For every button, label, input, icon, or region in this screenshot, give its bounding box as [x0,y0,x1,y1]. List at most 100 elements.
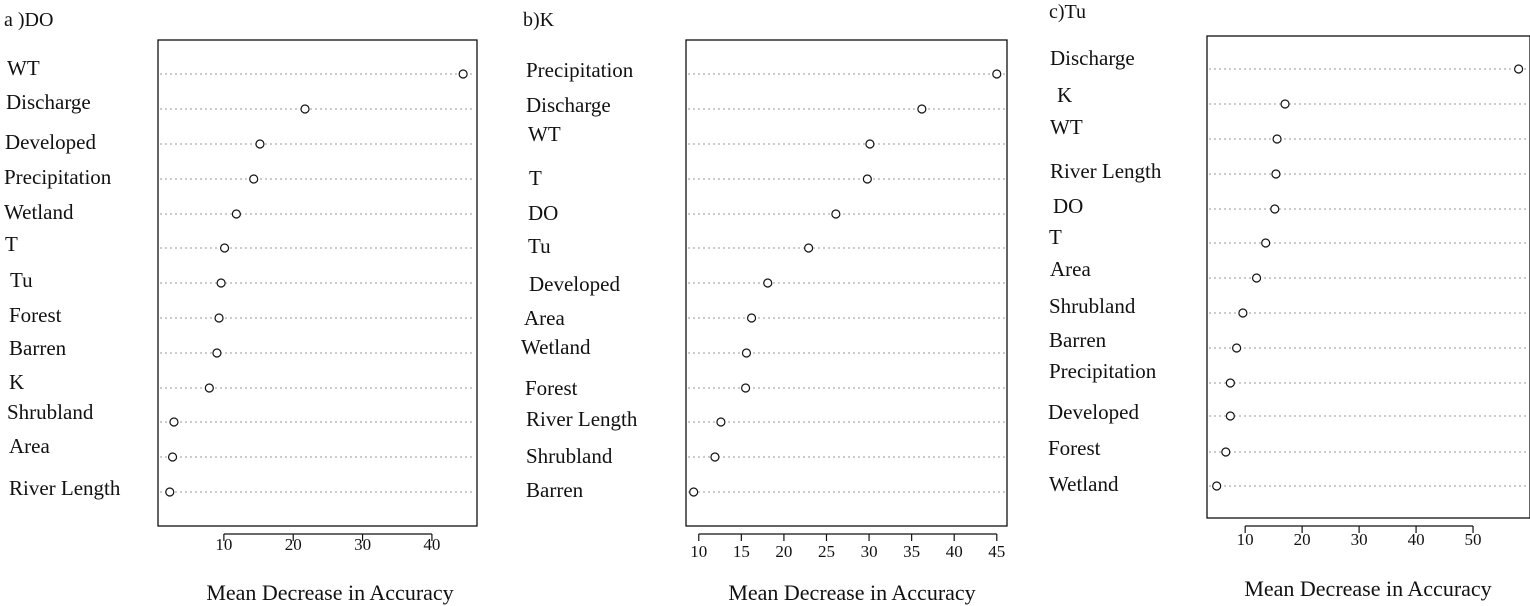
panel-a-do: a )DO WT Discharge Developed Precipitation We… [4,9,478,605]
category-label: Discharge [526,93,611,117]
x-tick-label: 40 [946,542,963,561]
data-point [1225,378,1235,388]
category-label: Area [1050,257,1091,281]
x-tick-label: 50 [1465,530,1482,549]
data-point [763,278,773,288]
category-label: Precipitation [1049,359,1157,383]
data-point [1221,447,1231,457]
category-label: Shrubland [1049,294,1136,318]
data-point [992,69,1002,79]
x-tick-label: 30 [861,542,878,561]
plot-frame [1206,35,1530,519]
data-point [255,139,265,149]
data-point [804,243,814,253]
data-point [169,417,179,427]
category-label: Developed [529,272,620,296]
data-point [917,104,927,114]
category-label: Forest [1048,436,1101,460]
x-tick-label: 20 [775,542,792,561]
data-point [167,452,178,462]
data-point [212,348,222,358]
category-label: Developed [5,130,96,154]
x-tick-label: 10 [690,542,707,561]
category-label: Shrubland [7,400,94,424]
data-point [716,417,726,427]
category-label: Developed [1048,400,1139,424]
x-tick-label: 35 [903,542,920,561]
x-tick-label: 20 [285,535,302,554]
data-point [1270,204,1280,214]
category-label: T [1049,225,1062,249]
x-axis-title: Mean Decrease in Accuracy [728,580,975,605]
data-point [231,209,241,219]
x-tick-label: 10 [215,535,232,554]
x-tick-label: 10 [1237,530,1254,549]
data-point [219,243,230,253]
category-label: T [5,232,18,256]
category-label: K [9,370,24,394]
data-point [710,452,720,462]
category-label: Discharge [6,90,91,114]
category-label: Precipitation [4,165,112,189]
data-point [165,487,175,497]
category-label: Tu [10,268,33,292]
data-point [1271,169,1281,179]
category-label: Wetland [4,200,74,224]
category-label: WT [7,56,40,80]
category-label: Discharge [1050,46,1135,70]
x-tick-label: 30 [354,535,371,554]
x-tick-label: 25 [818,542,835,561]
category-label: WT [528,122,561,146]
category-label: WT [1050,115,1083,139]
category-label: Area [9,434,50,458]
x-axis-title: Mean Decrease in Accuracy [1244,576,1491,601]
data-point [741,348,752,358]
category-label: River Length [1050,159,1162,183]
data-point [1251,273,1262,283]
panel-title: b)K [523,9,555,31]
x-tick-label: 30 [1351,530,1368,549]
data-point [1272,134,1282,144]
data-point [689,487,699,497]
data-point [746,313,757,323]
data-point [300,104,310,114]
data-point [1238,308,1248,318]
data-point [741,383,751,393]
data-point [865,139,875,149]
data-point [249,174,259,184]
category-label: Barren [9,336,67,360]
category-label: K [1057,83,1072,107]
data-point [1232,343,1242,353]
x-tick-label: 15 [733,542,750,561]
category-label: DO [1053,194,1083,218]
category-label: River Length [9,476,121,500]
category-label: Shrubland [526,444,613,468]
category-label: Forest [9,303,62,327]
category-label: River Length [526,407,638,431]
x-tick-label: 20 [1294,530,1311,549]
x-tick-label: 45 [988,542,1005,561]
x-axis-title: Mean Decrease in Accuracy [206,580,453,605]
panel-c-tu: c)Tu Discharge K WT River Length DO T Area Shrub… [1048,1,1530,601]
data-point [1280,99,1290,109]
category-label: Barren [1049,328,1107,352]
category-label: Forest [525,376,578,400]
category-label: Wetland [521,335,591,359]
data-point [831,209,841,219]
category-label: Wetland [1049,472,1119,496]
data-point [1261,238,1271,248]
data-point [862,174,872,184]
plot-frame [157,39,478,527]
x-tick-label: 40 [423,535,440,554]
panel-title: a )DO [4,9,53,31]
plot-frame [685,39,1008,527]
category-label: Barren [526,478,584,502]
category-label: T [529,166,542,190]
data-point [458,69,468,79]
panel-b-k: b)K Precipitation Discharge WT T DO Tu Develope… [521,9,1008,605]
data-point [204,383,214,393]
panel-title: c)Tu [1049,1,1086,23]
x-tick-label: 40 [1408,530,1425,549]
category-label: Precipitation [526,58,634,82]
